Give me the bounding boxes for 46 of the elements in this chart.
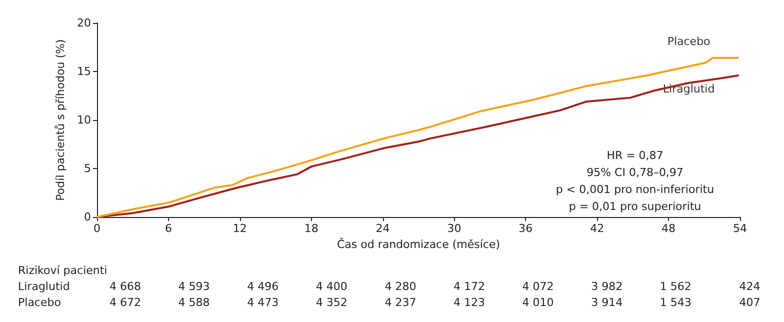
x-axis-title: Čas od randomizace (měsíce) bbox=[336, 236, 500, 251]
text: 3 914 bbox=[591, 296, 623, 309]
text: 4 668 bbox=[110, 280, 141, 293]
x-tick-label: 42 bbox=[590, 222, 604, 235]
text: 4 473 bbox=[247, 296, 279, 309]
x-tick-label: 54 bbox=[733, 222, 747, 235]
text: 4 593 bbox=[178, 280, 210, 293]
x-tick-label: 6 bbox=[164, 222, 172, 235]
text: 4 352 bbox=[316, 296, 348, 309]
x-tick-label: 18 bbox=[304, 222, 318, 235]
text: 4 496 bbox=[247, 280, 279, 293]
series-label: Liraglutid bbox=[662, 82, 715, 96]
annotation: HR = 0,87 bbox=[606, 149, 664, 162]
annotation: 95% CI 0,78–0,97 bbox=[586, 166, 684, 179]
text: 1 543 bbox=[660, 296, 692, 309]
y-axis-title: Podíl pacientů s příhodou (%) bbox=[54, 39, 68, 201]
x-tick-label: 24 bbox=[376, 222, 390, 235]
x-tick-label: 48 bbox=[662, 222, 676, 235]
text: 4 672 bbox=[110, 296, 141, 309]
text: 1 562 bbox=[660, 280, 692, 293]
text: Liraglutid bbox=[18, 280, 70, 293]
annotation: p = 0,01 pro superioritu bbox=[568, 200, 702, 213]
text: 407 bbox=[739, 296, 760, 309]
text: 4 072 bbox=[522, 280, 554, 293]
text: Placebo bbox=[18, 296, 61, 309]
text: 4 010 bbox=[522, 296, 554, 309]
text: 4 172 bbox=[454, 280, 485, 293]
text: Rizikoví pacienti bbox=[18, 264, 108, 277]
y-tick-label: 15 bbox=[77, 65, 91, 78]
x-tick-label: 12 bbox=[232, 222, 247, 235]
x-tick-label: 36 bbox=[518, 222, 533, 235]
text: 4 588 bbox=[178, 296, 210, 309]
series-label: Placebo bbox=[667, 34, 711, 48]
text: 3 982 bbox=[591, 280, 623, 293]
y-tick-label: 0 bbox=[84, 210, 91, 224]
text: 4 280 bbox=[384, 280, 416, 293]
text: 4 123 bbox=[454, 296, 485, 309]
x-tick-label: 30 bbox=[447, 222, 462, 235]
x-tick-label: 0 bbox=[94, 222, 100, 235]
y-tick-label: 10 bbox=[77, 114, 91, 126]
text: 4 237 bbox=[384, 296, 416, 309]
y-tick-label: 20 bbox=[77, 16, 91, 30]
y-tick-label: 5 bbox=[84, 162, 91, 175]
text: 4 400 bbox=[316, 280, 348, 293]
annotation: p < 0,001 pro non-inferioritu bbox=[556, 183, 714, 196]
text: 424 bbox=[739, 280, 760, 293]
